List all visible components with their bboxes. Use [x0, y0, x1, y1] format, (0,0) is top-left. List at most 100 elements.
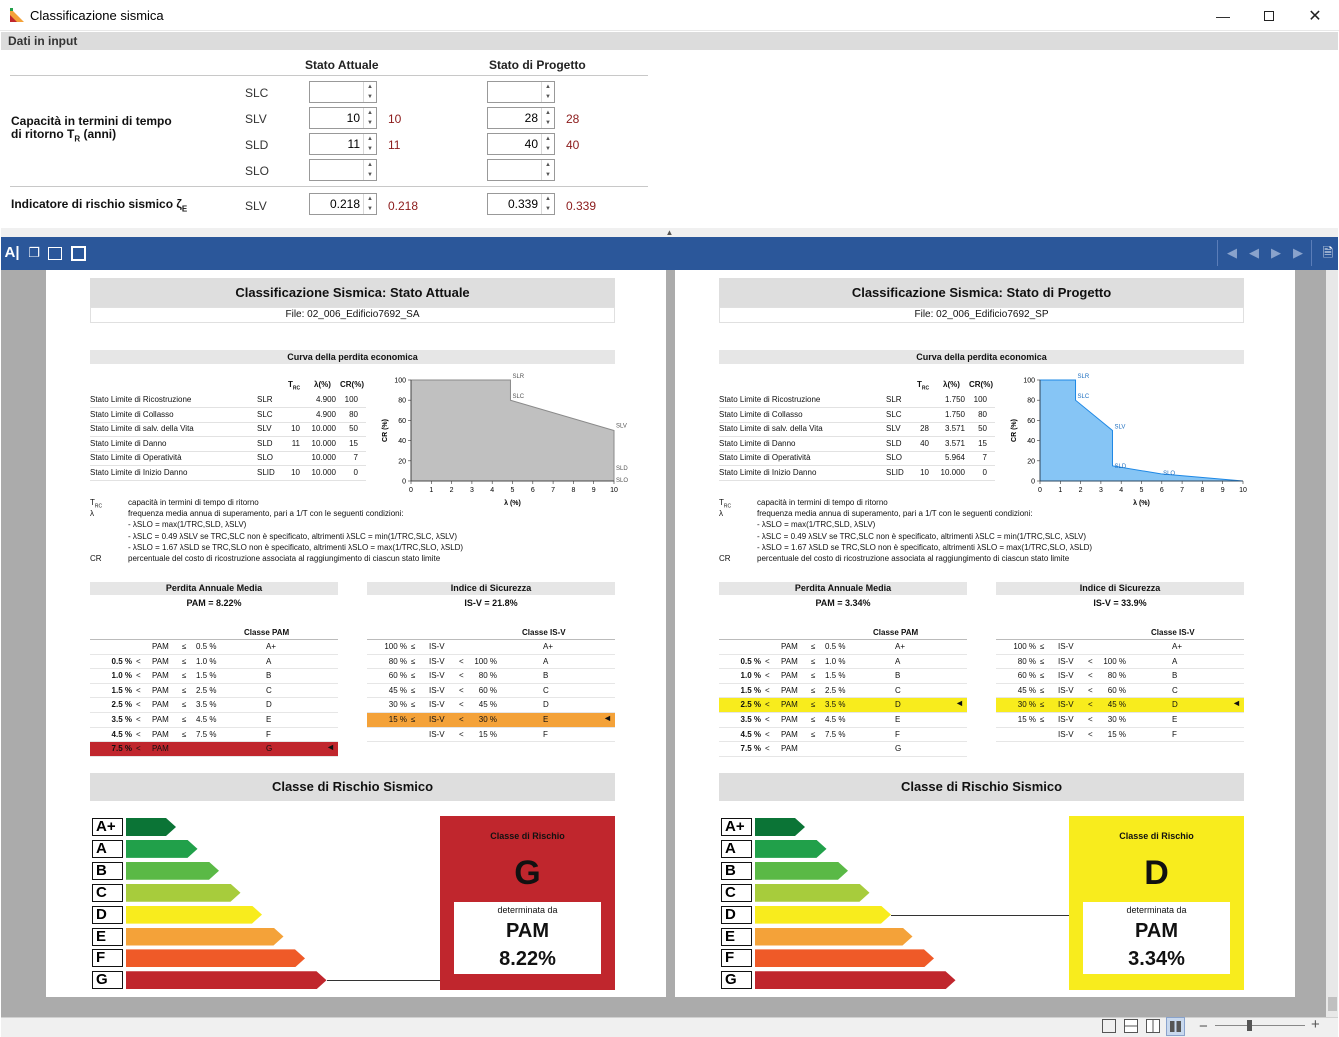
pam-cell: ≤	[182, 656, 187, 666]
input-section-header[interactable]: Dati in input	[1, 32, 1338, 50]
isv-cell: ≤	[1040, 700, 1045, 710]
zoom-in-button[interactable]: +	[1311, 1016, 1320, 1033]
isv-section-title: Indice di Sicurezza	[996, 582, 1244, 595]
two-page-view-icon[interactable]	[1146, 1019, 1160, 1033]
fit-page-icon[interactable]	[47, 245, 63, 261]
prev-page-icon[interactable]: ◀	[1249, 245, 1259, 260]
full-screen-icon[interactable]	[70, 245, 86, 261]
copy-icon[interactable]: ❐	[28, 245, 40, 260]
selected-arrow-icon: ◄	[1232, 698, 1241, 709]
text-select-icon[interactable]: A|	[4, 244, 20, 261]
y-tick-label: 80	[398, 398, 406, 405]
continuous-view-icon[interactable]	[1124, 1019, 1138, 1033]
multi-page-view-button[interactable]	[1166, 1017, 1185, 1036]
legend-text: capacità in termini di tempo di ritorno	[128, 498, 259, 507]
input-panel	[1, 50, 1338, 228]
isv-cell: ≤	[411, 642, 416, 651]
spinner-arrows[interactable]: ▲ ▼	[363, 134, 376, 154]
zoom-out-button[interactable]: −	[1199, 1018, 1208, 1035]
tr-attuale-input[interactable]: 10 ▲ ▼	[309, 107, 377, 129]
isv-cell: IS-V	[429, 671, 445, 681]
zoom-slider-thumb[interactable]	[1247, 1020, 1252, 1031]
x-tick-label: 4	[490, 487, 494, 494]
report-page-attuale: Classificazione Sismica: Stato Attuale Fi…	[46, 270, 666, 997]
vertical-scrollbar[interactable]	[1326, 270, 1338, 1017]
pam-cell: 4.5 %	[740, 729, 761, 739]
tr-progetto-input[interactable]: ▲ ▼	[487, 81, 555, 103]
zoom-slider-track[interactable]	[1215, 1025, 1305, 1026]
risk-progetto-input[interactable]: 0.339 ▲ ▼	[487, 193, 555, 215]
spinner-arrows[interactable]: ▲ ▼	[541, 82, 554, 102]
first-page-icon[interactable]: ◀	[1227, 245, 1237, 260]
spinner-arrows[interactable]: ▲ ▼	[363, 194, 376, 214]
export-icon[interactable]: 🗎	[1322, 245, 1334, 260]
limit-state-code: SLV	[886, 424, 901, 434]
x-tick-label: 3	[470, 487, 474, 494]
tr-progetto-input[interactable]: 28 ▲ ▼	[487, 107, 555, 129]
tr-progetto-input[interactable]: 40 ▲ ▼	[487, 133, 555, 155]
y-tick-label: 40	[398, 438, 406, 445]
pam-cell: ≤	[182, 671, 187, 681]
spinner-arrows[interactable]: ▲ ▼	[363, 108, 376, 128]
minimize-button[interactable]: —	[1200, 0, 1246, 31]
pam-cell: ≤	[811, 715, 816, 724]
risk-label: Indicatore di rischio sismico ζE	[11, 197, 187, 213]
spinner-arrows[interactable]: ▲ ▼	[541, 108, 554, 128]
th-trc-sub: RC	[921, 385, 930, 392]
isv-cell: <	[1088, 715, 1093, 724]
pam-cell: ≤	[182, 715, 187, 724]
spinner-arrows[interactable]: ▲ ▼	[541, 194, 554, 214]
class-scale-bar	[126, 884, 241, 902]
tr-attuale-input[interactable]: ▲ ▼	[309, 159, 377, 181]
last-page-icon[interactable]: ▶	[1293, 245, 1303, 260]
isv-cell: <	[459, 700, 464, 710]
isv-cell: IS-V	[429, 715, 445, 724]
pam-cell: 2.5 %	[196, 685, 217, 695]
class-letter-box: G	[721, 971, 752, 990]
collapse-panel-button[interactable]: ▲	[1, 228, 1338, 237]
x-tick-label: 9	[592, 487, 596, 494]
table-row-line	[719, 421, 995, 423]
scrollbar-thumb[interactable]	[1328, 997, 1337, 1011]
col-header-progetto: Stato di Progetto	[489, 58, 586, 72]
spinner-arrows[interactable]: ▲ ▼	[363, 82, 376, 102]
isv-cell: ≤	[1040, 656, 1045, 666]
pam-cell: PAM	[781, 729, 798, 739]
pam-cell: 7.5 %	[740, 744, 761, 754]
isv-cell: D	[543, 700, 549, 710]
isv-cell: IS-V	[429, 685, 445, 695]
tr-attuale-input[interactable]: ▲ ▼	[309, 81, 377, 103]
spinner-arrows[interactable]: ▲ ▼	[363, 160, 376, 180]
tr-progetto-input[interactable]: ▲ ▼	[487, 159, 555, 181]
isv-cell: ≤	[411, 715, 416, 724]
status-bar	[1, 1017, 1338, 1037]
tr-attuale-input[interactable]: 11 ▲ ▼	[309, 133, 377, 155]
pam-cell: ≤	[811, 729, 816, 739]
point-label: SLC	[1078, 394, 1090, 400]
pam-section-title: Perdita Annuale Media	[90, 582, 338, 595]
pam-cell: PAM	[781, 744, 798, 754]
close-button[interactable]: ✕	[1292, 0, 1338, 31]
isv-cell: <	[1088, 656, 1093, 666]
pam-cell: 1.5 %	[196, 671, 217, 681]
pam-cell: A	[895, 656, 901, 666]
next-page-icon[interactable]: ▶	[1271, 245, 1281, 260]
single-page-view-icon[interactable]	[1102, 1019, 1116, 1033]
lambda-value: 3.571	[944, 438, 965, 448]
legend-symbol-sub: RC	[94, 503, 103, 510]
isv-cell: A+	[543, 642, 554, 651]
pam-class-row: 3.5 % < PAM ≤4.5 % E	[719, 713, 967, 728]
spinner-arrows[interactable]: ▲ ▼	[541, 160, 554, 180]
maximize-button[interactable]	[1246, 0, 1292, 31]
pam-cell: 1.5 %	[825, 671, 846, 681]
risk-class-box-title: Classe di Rischio	[1119, 831, 1194, 841]
class-letter-box: C	[721, 883, 752, 902]
isv-cell: IS-V	[429, 700, 445, 710]
risk-attuale-input[interactable]: 0.218 ▲ ▼	[309, 193, 377, 215]
th-trc-sub: RC	[292, 385, 301, 392]
class-letter-box: E	[92, 927, 123, 946]
legend-text: - λSLO = 1.67 λSLD se TRC,SLO non è spec…	[757, 542, 1093, 552]
class-scale-bar	[755, 906, 891, 924]
divider	[719, 639, 967, 640]
spinner-arrows[interactable]: ▲ ▼	[541, 134, 554, 154]
